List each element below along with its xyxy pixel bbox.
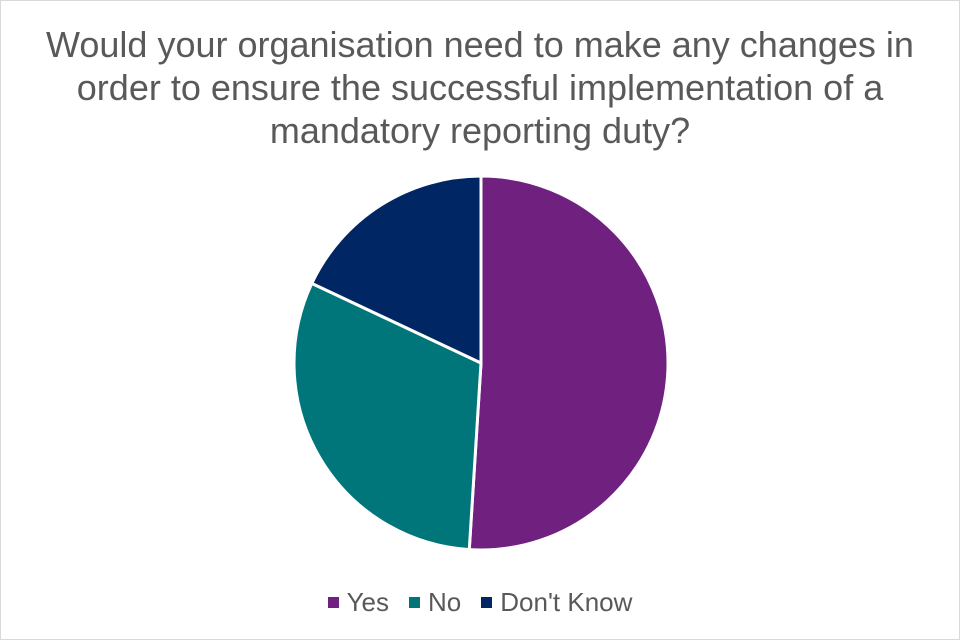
legend-swatch-no	[409, 596, 420, 608]
pie-slice-don-t-know	[310, 174, 483, 365]
chart-title: Would your organisation need to make any…	[46, 24, 914, 151]
legend-label-no: No	[428, 587, 462, 617]
legend-label-dont-know: Don't Know	[500, 587, 633, 617]
legend-swatch-yes	[327, 596, 339, 608]
legend-label-yes: Yes	[346, 587, 389, 617]
pie-slice-no	[292, 281, 483, 552]
legend-item-dont-know: Don't Know	[481, 587, 632, 617]
pie-slices	[292, 174, 670, 552]
legend-item-no: No	[409, 587, 461, 617]
chart-legend: Yes No Don't Know	[1, 587, 959, 617]
pie-slice-yes	[467, 174, 670, 552]
legend-item-yes: Yes	[327, 587, 389, 617]
legend-swatch-dont-know	[481, 596, 493, 608]
